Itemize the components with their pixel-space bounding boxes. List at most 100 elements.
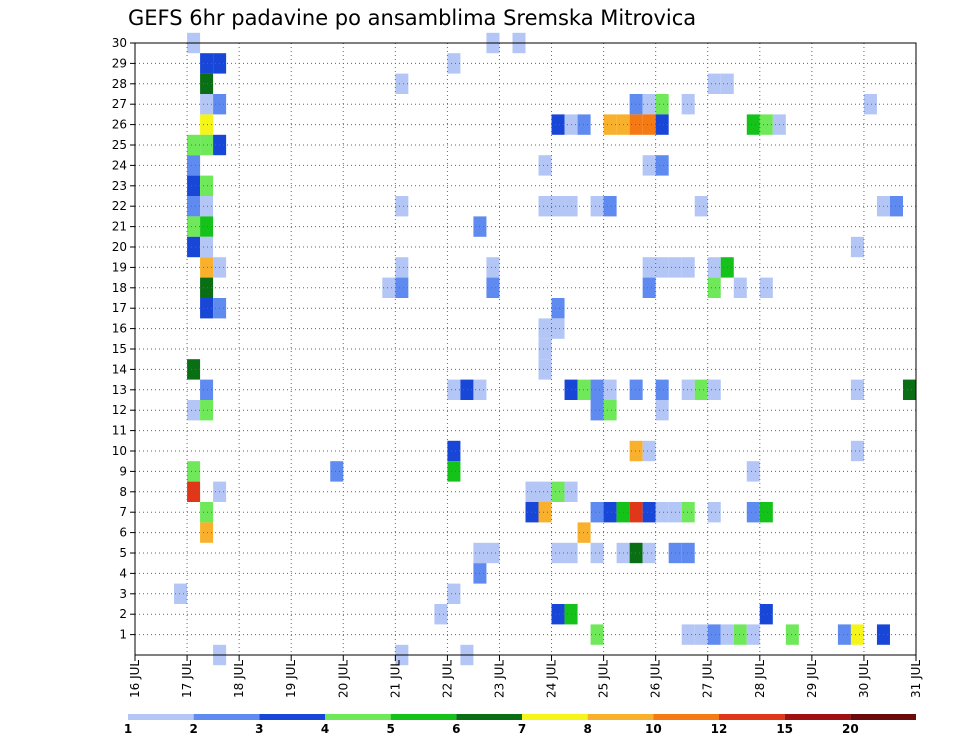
- precip-cell: [889, 196, 903, 217]
- precip-cell: [681, 257, 695, 278]
- precip-cell: [382, 277, 396, 298]
- colorbar-swatch: [719, 714, 785, 720]
- colorbar-swatch: [193, 714, 260, 720]
- precip-cell: [486, 277, 500, 298]
- precip-cell: [902, 379, 916, 400]
- y-tick-label: 4: [119, 566, 127, 580]
- y-tick-label: 15: [112, 342, 127, 356]
- precip-cell: [330, 461, 344, 482]
- precip-cell: [694, 379, 708, 400]
- precip-cell: [538, 196, 552, 217]
- precip-cell: [629, 502, 643, 523]
- precip-cell: [707, 73, 721, 94]
- precip-cell: [603, 114, 617, 135]
- y-tick-label: 3: [119, 587, 127, 601]
- precip-cell: [850, 236, 864, 258]
- colorbar-swatch: [259, 714, 325, 720]
- precip-cell: [538, 155, 552, 176]
- precip-cell: [707, 257, 721, 278]
- precip-cell: [642, 155, 656, 176]
- precip-cell: [655, 155, 669, 176]
- precip-cell: [551, 318, 565, 339]
- precip-cell: [642, 277, 656, 298]
- colorbar-swatch: [522, 714, 588, 720]
- precip-cell: [655, 379, 669, 400]
- colorbar-label: 5: [386, 722, 394, 736]
- colorbar-label: 1: [124, 722, 132, 736]
- precip-cell: [642, 94, 656, 115]
- y-tick-label: 28: [112, 77, 127, 91]
- colorbar-label: 3: [255, 722, 263, 736]
- precip-cell: [525, 481, 539, 502]
- precip-cell: [707, 502, 721, 523]
- precip-cell: [759, 114, 773, 135]
- precip-cell: [187, 175, 201, 196]
- x-tick-label: 26 JUL: [649, 660, 663, 698]
- y-tick-label: 1: [119, 628, 127, 642]
- precip-cell: [200, 236, 214, 258]
- precip-cell: [200, 73, 214, 94]
- precip-cell: [629, 94, 643, 115]
- cells-layer: [174, 32, 916, 666]
- precip-cell: [187, 400, 201, 421]
- colorbar-label: 8: [583, 722, 591, 736]
- precip-cell: [187, 155, 201, 176]
- colorbar-label: 4: [321, 722, 329, 736]
- y-tick-label: 2: [119, 607, 127, 621]
- precip-cell: [395, 257, 409, 278]
- colorbar-swatch: [390, 714, 457, 720]
- x-tick-label: 31 JUL: [909, 660, 923, 698]
- precip-cell: [200, 53, 214, 74]
- y-tick-label: 8: [119, 485, 127, 499]
- precip-cell: [629, 114, 643, 135]
- colorbar-label: 7: [518, 722, 526, 736]
- colorbar-label: 20: [842, 722, 859, 736]
- precip-cell: [551, 604, 565, 625]
- x-axis: 16 JUL 17 JUL 18 JUL 19 JUL 20 JUL 21 JUL 22 J…: [128, 655, 923, 698]
- precip-cell: [590, 379, 604, 400]
- precip-cell: [200, 298, 214, 319]
- precip-cell: [655, 257, 669, 278]
- precip-cell: [707, 379, 721, 400]
- y-tick-label: 29: [112, 56, 127, 70]
- colorbar-label: 6: [452, 722, 460, 736]
- y-tick-label: 17: [112, 301, 127, 315]
- precip-cell: [694, 624, 708, 645]
- chart-title: GEFS 6hr padavine po ansamblima Sremska …: [128, 6, 697, 30]
- precip-cell: [460, 379, 474, 400]
- precip-cell: [603, 502, 617, 523]
- precip-cell: [538, 502, 552, 523]
- precip-cell: [447, 379, 461, 400]
- precip-cell: [486, 257, 500, 278]
- y-tick-label: 24: [112, 158, 127, 172]
- precip-cell: [200, 400, 214, 421]
- precip-cell: [200, 196, 214, 217]
- plot-frame: [134, 42, 917, 656]
- precip-cell: [200, 379, 214, 400]
- precip-cell: [850, 440, 864, 462]
- precip-cell: [200, 277, 214, 298]
- colorbar-swatch: [784, 714, 851, 720]
- colorbar-swatch: [587, 714, 654, 720]
- precip-cell: [746, 624, 760, 645]
- precip-cell: [551, 298, 565, 319]
- precip-cell: [629, 379, 643, 400]
- colorbar-swatch: [456, 714, 522, 720]
- precip-cell: [434, 604, 448, 625]
- precip-cell: [551, 196, 565, 217]
- precip-cell: [642, 257, 656, 278]
- x-tick-label: 28 JUL: [753, 660, 767, 698]
- precip-cell: [590, 196, 604, 217]
- precip-cell: [681, 379, 695, 400]
- precip-cell: [174, 583, 188, 604]
- precip-cell: [187, 481, 201, 502]
- precip-cell: [733, 624, 747, 645]
- precip-cell: [200, 522, 214, 543]
- precip-cell: [629, 440, 643, 462]
- precip-cell: [538, 318, 552, 339]
- precip-cell: [447, 461, 461, 482]
- precip-cell: [551, 542, 565, 564]
- x-tick-label: 19 JUL: [284, 660, 298, 698]
- precip-cell: [200, 216, 214, 237]
